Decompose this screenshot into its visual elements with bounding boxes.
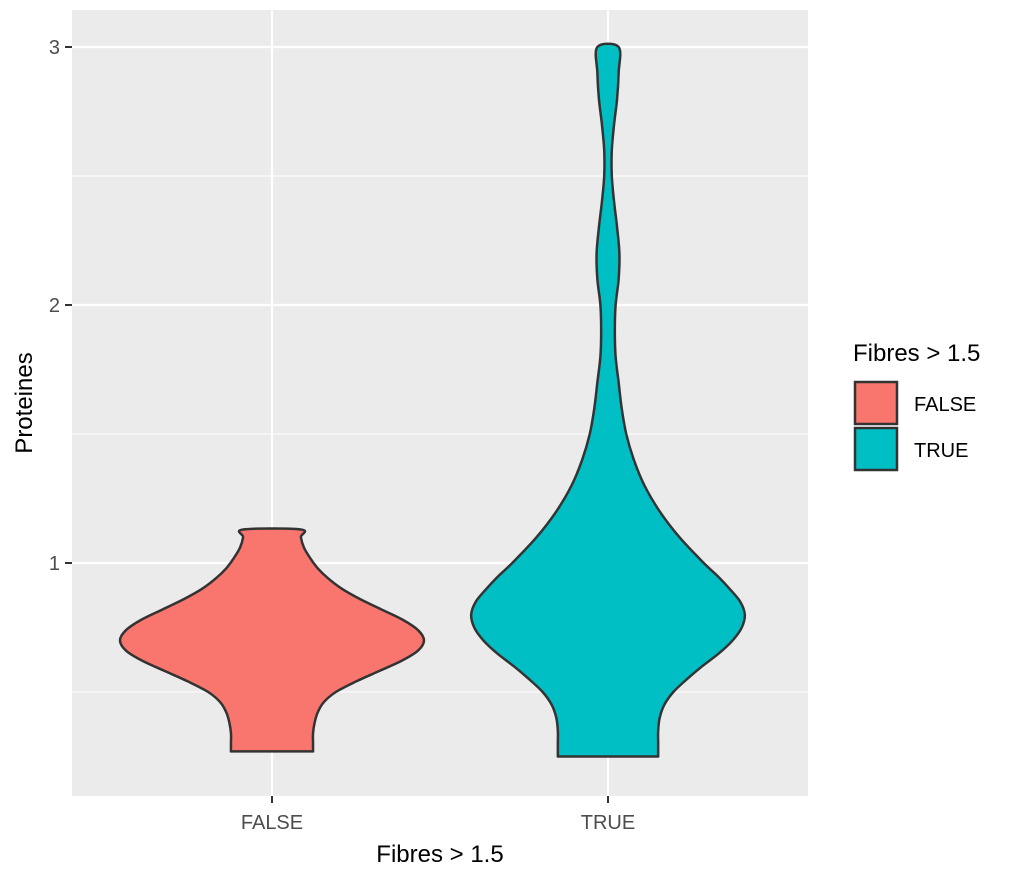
violin-false xyxy=(118,527,426,753)
violin-true xyxy=(469,42,747,758)
x-axis-title: Fibres > 1.5 xyxy=(376,841,503,868)
violin-layer xyxy=(118,42,747,758)
legend-key-false xyxy=(853,380,899,426)
legend: Fibres > 1.5 FALSE TRUE xyxy=(853,340,980,472)
x-axis-ticks: FALSE TRUE xyxy=(241,796,635,834)
y-tick-label: 2 xyxy=(49,295,60,317)
x-tick-label: TRUE xyxy=(581,812,635,834)
y-axis-ticks: 1 2 3 xyxy=(49,37,72,575)
y-axis-title: Proteines xyxy=(11,352,38,453)
legend-title: Fibres > 1.5 xyxy=(853,340,980,367)
x-tick-label: FALSE xyxy=(241,812,303,834)
legend-key-true xyxy=(853,426,899,472)
minor-gridlines xyxy=(72,175,808,693)
y-tick-label: 1 xyxy=(49,553,60,575)
legend-label-true: TRUE xyxy=(914,440,968,462)
legend-label-false: FALSE xyxy=(914,394,976,416)
legend-entries: FALSE TRUE xyxy=(853,380,976,472)
y-tick-label: 3 xyxy=(49,37,60,59)
